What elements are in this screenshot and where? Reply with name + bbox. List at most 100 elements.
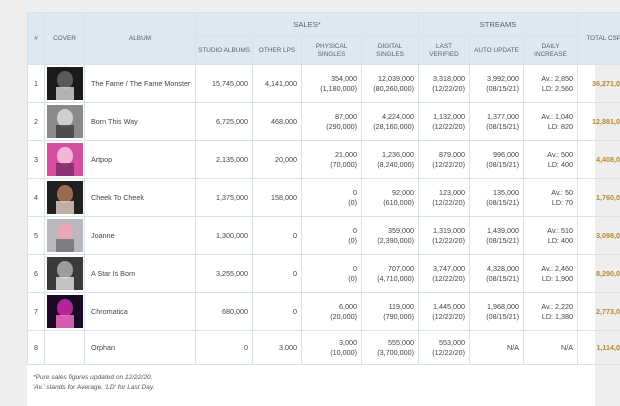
- physical-singles: 21,000 (70,000): [301, 140, 362, 179]
- album-title-value-1: A Star Is Born: [91, 268, 136, 278]
- digital-singles-value-1: 359,000: [388, 225, 415, 235]
- table-body: 1 The Fame / The Fame Monster 15,745,000 4,…: [27, 64, 620, 365]
- daily-increase-value-1: Av.: 2,850: [541, 73, 574, 83]
- daily-increase-value-1: N/A: [561, 342, 574, 352]
- daily-increase-value-1: Av.: 2,220: [541, 301, 574, 311]
- daily-increase: N/A: [523, 330, 579, 365]
- other-lps-value-1: 158,000: [271, 192, 297, 202]
- album-title: Joanne: [84, 216, 196, 255]
- total-cspc-value-1: 1,114,000: [596, 342, 620, 352]
- physical-singles-value-2: (0): [348, 235, 357, 245]
- studio-albums-value-1: 3,255,000: [216, 268, 248, 278]
- col-header-num: #: [27, 12, 45, 65]
- col-header-auto-update: AUTO UPDATE: [469, 36, 525, 65]
- row-number-value-1: 8: [34, 342, 38, 352]
- last-verified-value-1: 1,319,000: [433, 225, 466, 235]
- last-verified: 3,318,000 (12/22/20): [418, 64, 471, 103]
- other-lps-value-1: 468,000: [271, 116, 297, 126]
- last-verified-value-2: (12/22/20): [432, 121, 466, 131]
- album-title: Chromatica: [84, 292, 196, 331]
- auto-update-value-1: 4,328,000: [487, 263, 520, 273]
- cover-cell: [44, 64, 85, 103]
- studio-albums: 15,745,000: [195, 64, 253, 103]
- row-number: 8: [27, 330, 45, 365]
- cover-cell: [44, 330, 85, 365]
- other-lps-value-1: 0: [293, 268, 297, 278]
- table-row: 2 Born This Way 6,725,000 468,000 87,000 (290…: [27, 102, 620, 141]
- digital-singles-value-2: (28,160,000): [373, 121, 415, 131]
- table-row: 7 Chromatica 680,000 0 6,000 (20,000) 119,000(…: [27, 292, 620, 331]
- col-header-cover: COVER: [44, 12, 85, 65]
- digital-singles-value-1: 12,039,000: [378, 73, 415, 83]
- daily-increase-value-2: LD: 400: [547, 235, 574, 245]
- studio-albums: 0: [195, 330, 253, 365]
- daily-increase: Av.: 2,850 LD: 2,560: [523, 64, 579, 103]
- row-number-value-1: 4: [34, 192, 38, 202]
- auto-update: 1,439,000 (08/15/21): [469, 216, 525, 255]
- auto-update: 4,328,000 (08/15/21): [469, 254, 525, 293]
- total-cspc: 1,114,000: [577, 330, 620, 365]
- digital-singles-value-1: 92,000: [392, 187, 415, 197]
- physical-singles-value-1: 0: [353, 263, 357, 273]
- studio-albums-value-1: 680,000: [222, 306, 248, 316]
- row-number: 7: [27, 292, 45, 331]
- daily-increase-value-1: Av.: 510: [547, 225, 574, 235]
- table-row: 4 Cheek To Cheek 1,375,000 158,000 0 (0) 92,00…: [27, 178, 620, 217]
- row-number: 2: [27, 102, 45, 141]
- last-verified: 3,747,000 (12/22/20): [418, 254, 471, 293]
- album-title-value-1: Chromatica: [91, 306, 128, 316]
- auto-update-value-2: (08/15/21): [486, 83, 520, 93]
- other-lps-value-1: 0: [293, 230, 297, 240]
- auto-update-value-1: 135,000: [493, 187, 520, 197]
- physical-singles-value-2: (70,000): [330, 159, 357, 169]
- studio-albums-value-1: 15,745,000: [212, 78, 248, 88]
- physical-singles-value-1: 21,000: [335, 149, 357, 159]
- album-title-value-1: Cheek To Cheek: [91, 192, 145, 202]
- daily-increase: Av.: 2,460 LD: 1,900: [523, 254, 579, 293]
- last-verified-value-2: (12/22/20): [432, 83, 466, 93]
- daily-increase-value-1: Av.: 2,460: [541, 263, 574, 273]
- cover-cell: [44, 292, 85, 331]
- row-number: 5: [27, 216, 45, 255]
- other-lps-value-1: 0: [293, 306, 297, 316]
- last-verified-value-1: 3,318,000: [433, 73, 466, 83]
- album-cover-image: [46, 219, 83, 252]
- digital-singles-value-1: 707,000: [388, 263, 415, 273]
- table-row: 5 Joanne 1,300,000 0 0 (0) 359,000 (2,390,000) 1…: [27, 216, 620, 255]
- other-lps-value-1: 4,141,000: [265, 78, 297, 88]
- digital-singles: 119,000 (790,000): [360, 292, 420, 331]
- auto-update-value-2: (08/15/21): [486, 311, 520, 321]
- physical-singles-value-1: 87,000: [335, 111, 357, 121]
- studio-albums-value-1: 1,300,000: [216, 230, 248, 240]
- cover-cell: [44, 178, 85, 217]
- auto-update: 3,992,000 (08/15/21): [469, 64, 525, 103]
- last-verified-value-2: (12/22/20): [432, 197, 466, 207]
- row-number: 1: [27, 64, 45, 103]
- total-cspc: 2,773,000: [577, 292, 620, 331]
- last-verified: 553,000 (12/22/20): [418, 330, 471, 365]
- auto-update: 1,377,000 (08/15/21): [469, 102, 525, 141]
- last-verified-value-1: 553,000: [439, 337, 466, 347]
- physical-singles: 0 (0): [301, 216, 362, 255]
- cover-cell: [44, 102, 85, 141]
- row-number-value-1: 5: [34, 230, 38, 240]
- table-row: 3 Artpop 2,135,000 20,000 21,000 (70,000) 1,23…: [27, 140, 620, 179]
- other-lps-value-1: 20,000: [275, 154, 297, 164]
- physical-singles-value-2: (10,000): [330, 347, 357, 357]
- total-cspc-value-1: 1,760,000: [596, 192, 620, 202]
- physical-singles-value-2: (20,000): [330, 311, 357, 321]
- physical-singles-value-1: 0: [353, 187, 357, 197]
- cover-cell: [44, 254, 85, 293]
- physical-singles-value-2: (290,000): [326, 121, 357, 131]
- row-number: 3: [27, 140, 45, 179]
- col-header-studio-albums: STUDIO ALBUMS: [195, 36, 253, 65]
- album-cover-image: [46, 105, 83, 138]
- digital-singles-value-2: (2,390,000): [377, 235, 415, 245]
- album-title-value-1: The Fame / The Fame Monster: [91, 78, 191, 88]
- auto-update-value-2: (08/15/21): [486, 159, 520, 169]
- auto-update-value-1: 996,000: [493, 149, 520, 159]
- digital-singles: 359,000 (2,390,000): [360, 216, 420, 255]
- row-number-value-1: 1: [34, 78, 38, 88]
- album-title-value-1: Orphan: [91, 342, 115, 352]
- daily-increase-value-2: LD: 70: [551, 197, 574, 207]
